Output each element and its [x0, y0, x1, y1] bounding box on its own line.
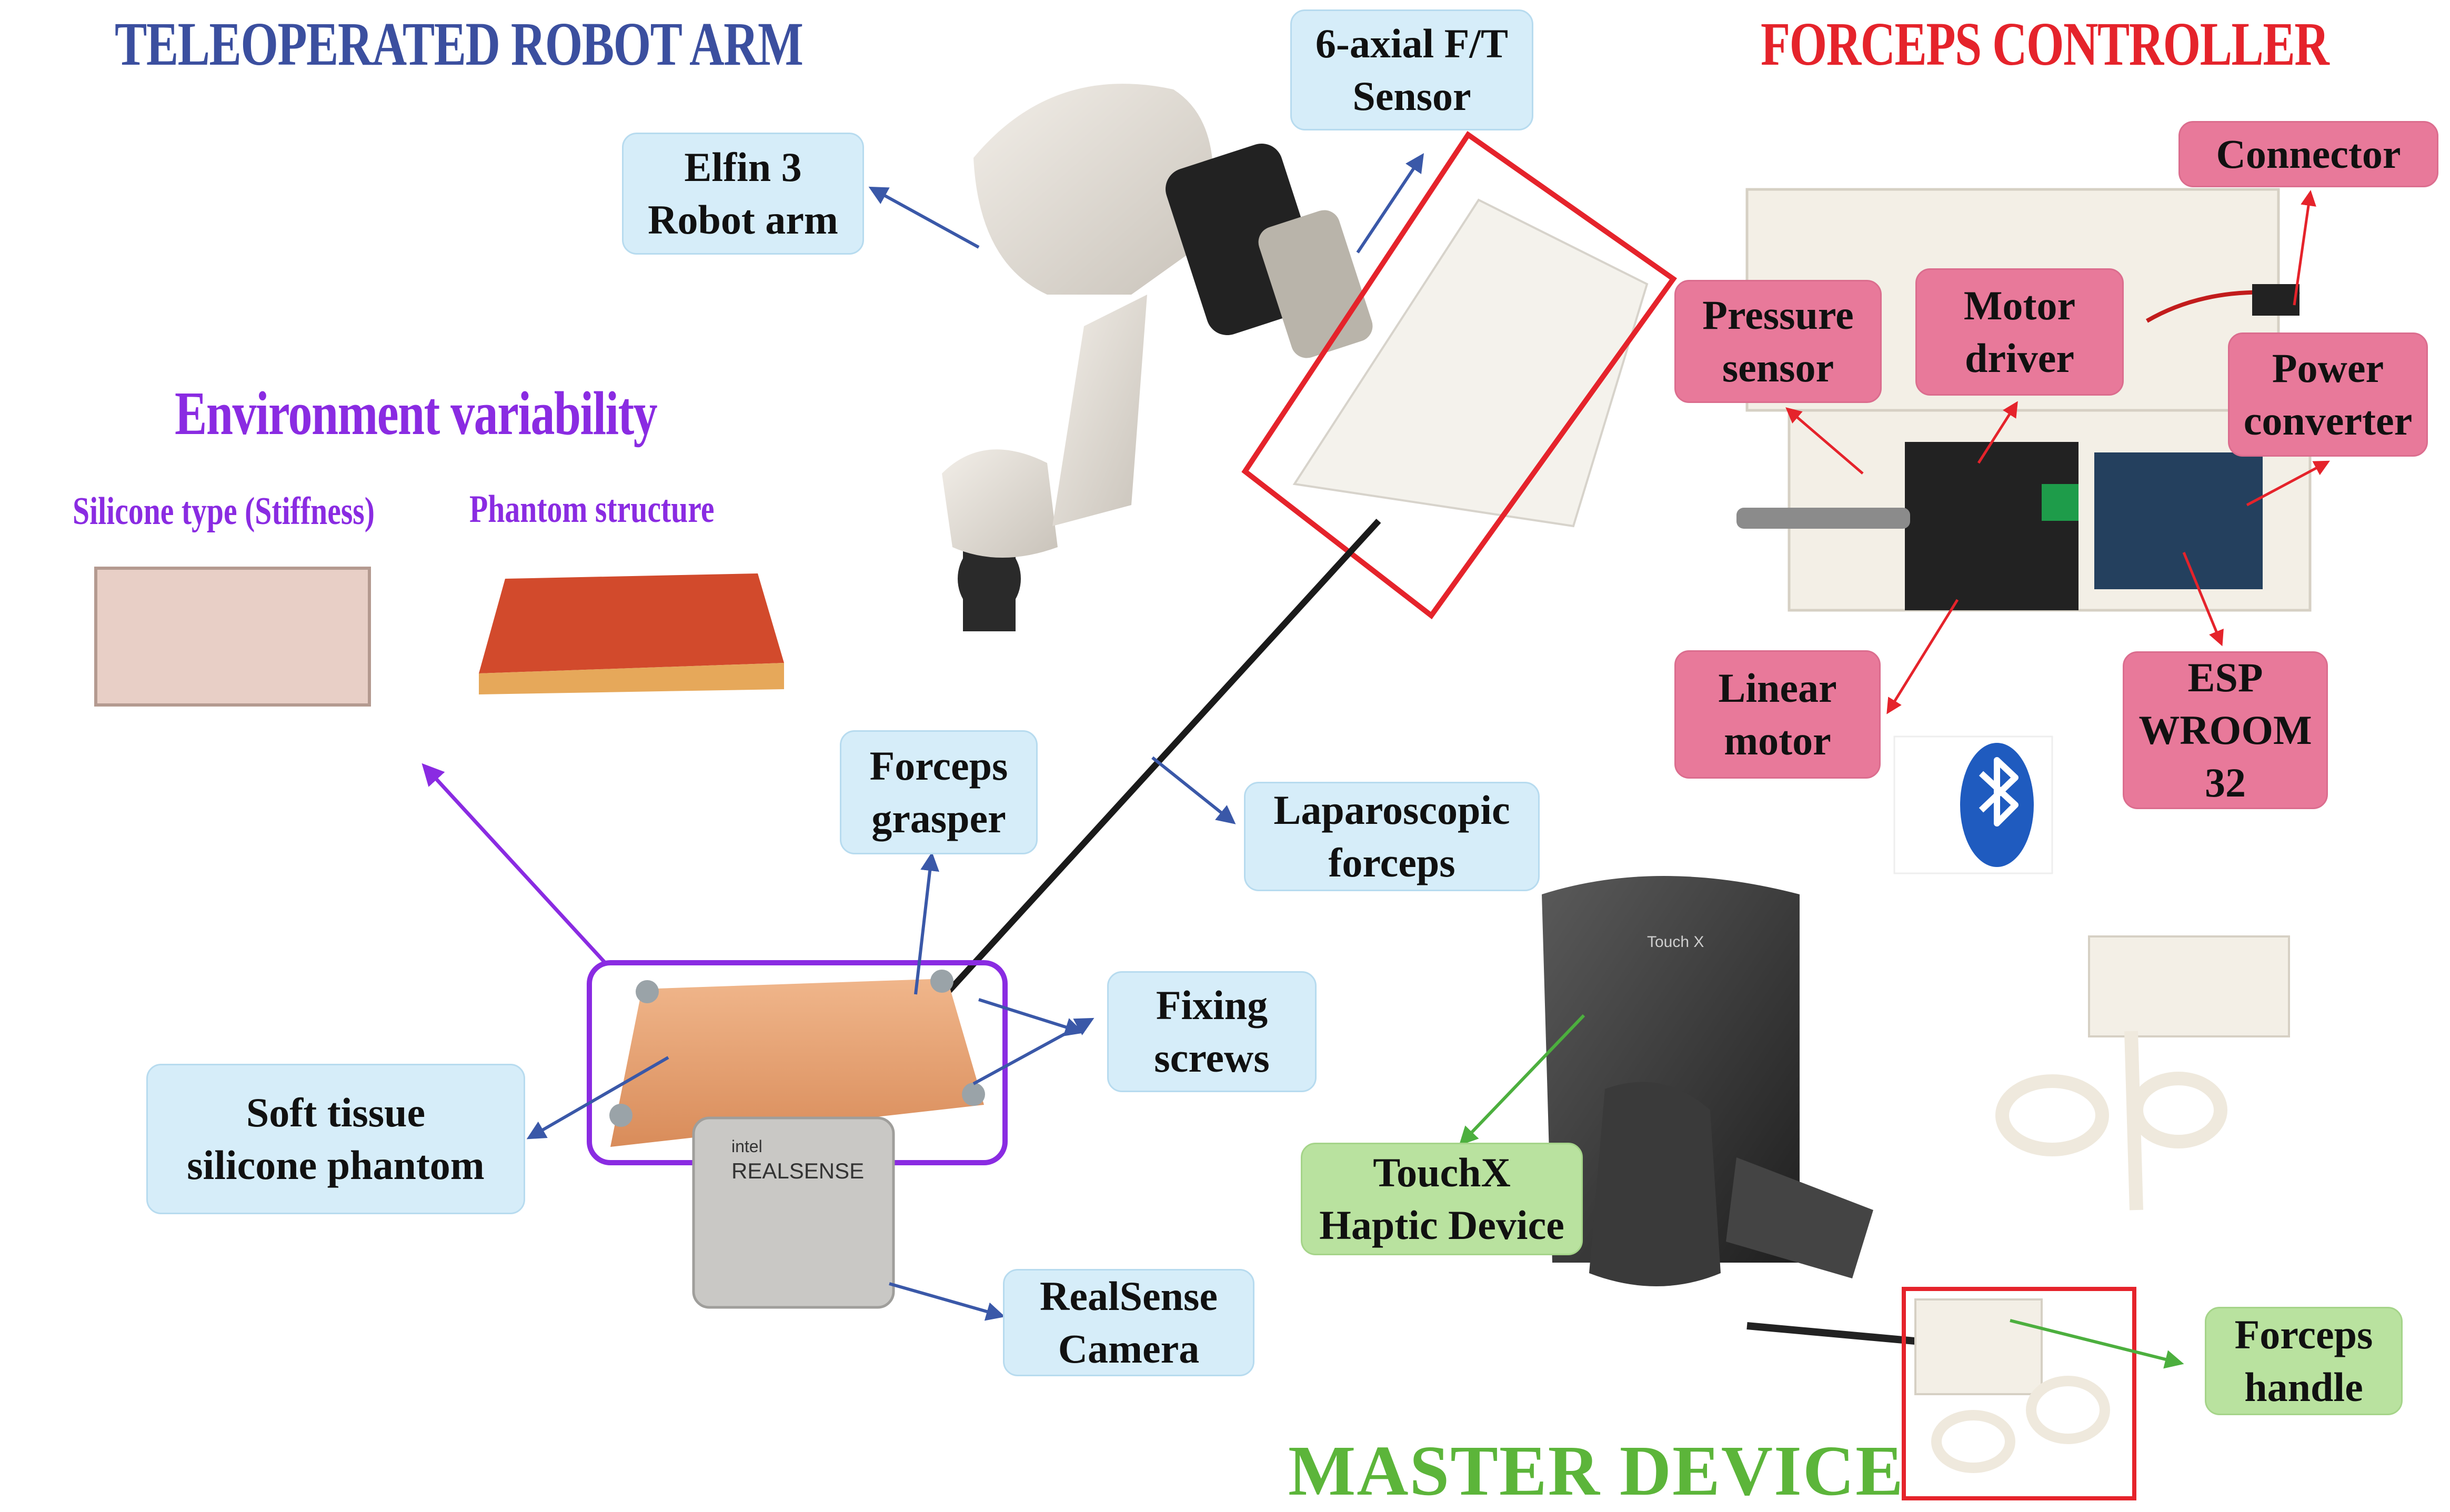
laparoscopic-forceps-label: Laparoscopic forceps — [1244, 782, 1540, 891]
power-converter-label: Power converter — [2228, 332, 2428, 457]
forceps-handle-image-small — [1914, 1298, 2110, 1473]
master-device-header: MASTER DEVICE — [1288, 1432, 1904, 1510]
silicone-type-label: Silicone type (Stiffness) — [73, 490, 375, 533]
touchx-haptic-label: TouchX Haptic Device — [1301, 1143, 1583, 1255]
realsense-camera-image — [692, 1116, 895, 1309]
phantom-structure-label: Phantom structure — [469, 488, 715, 531]
linear-motor-label: Linear motor — [1674, 650, 1881, 779]
purple-arrow — [421, 763, 607, 964]
ft-sensor-housing — [1292, 198, 1649, 528]
camera-name-text: REALSENSE — [731, 1158, 864, 1183]
forceps-handle-highlight — [1902, 1287, 2136, 1500]
motor-driver-label: Motor driver — [1915, 268, 2124, 396]
green-arrows — [1459, 1014, 2184, 1369]
silicone-sample-image — [94, 567, 371, 707]
laparoscopic-shaft — [929, 518, 1381, 1013]
forceps-handle-label: Forceps handle — [2205, 1307, 2403, 1415]
ft-sensor-highlight — [1241, 130, 1678, 620]
soft-tissue-phantom-label: Soft tissue silicone phantom — [146, 1064, 525, 1214]
forceps-controller-header: FORCEPS CONTROLLER — [1761, 9, 2329, 78]
soft-tissue-phantom-image — [609, 970, 985, 1147]
environment-variability-header: Environment variability — [175, 379, 658, 448]
ft-sensor-label: 6-axial F/T Sensor — [1290, 9, 1533, 130]
forceps-handle-image-large — [1995, 935, 2290, 1211]
realsense-camera-label: RealSense Camera — [1003, 1269, 1254, 1376]
fixing-screws-label: Fixing screws — [1107, 971, 1317, 1092]
robot-arm-image — [942, 84, 1373, 631]
red-arrows — [1785, 190, 2330, 714]
pressure-sensor-label: Pressure sensor — [1674, 280, 1882, 403]
robot-arm-header: TELEOPERATED ROBOT ARM — [115, 9, 804, 78]
esp-wroom-label: ESP WROOM 32 — [2123, 651, 2328, 809]
touchx-brand-text: Touch X — [1647, 933, 1704, 951]
forceps-grasper-label: Forceps grasper — [840, 730, 1038, 854]
touchx-device-image — [1542, 876, 1921, 1345]
elfin-robot-arm-label: Elfin 3 Robot arm — [622, 133, 864, 255]
phantom-structure-image — [479, 573, 784, 694]
bluetooth-icon — [1893, 735, 2053, 874]
blue-arrows — [526, 153, 1424, 1321]
camera-brand-text: intel — [731, 1137, 762, 1156]
connector-label: Connector — [2178, 121, 2438, 187]
